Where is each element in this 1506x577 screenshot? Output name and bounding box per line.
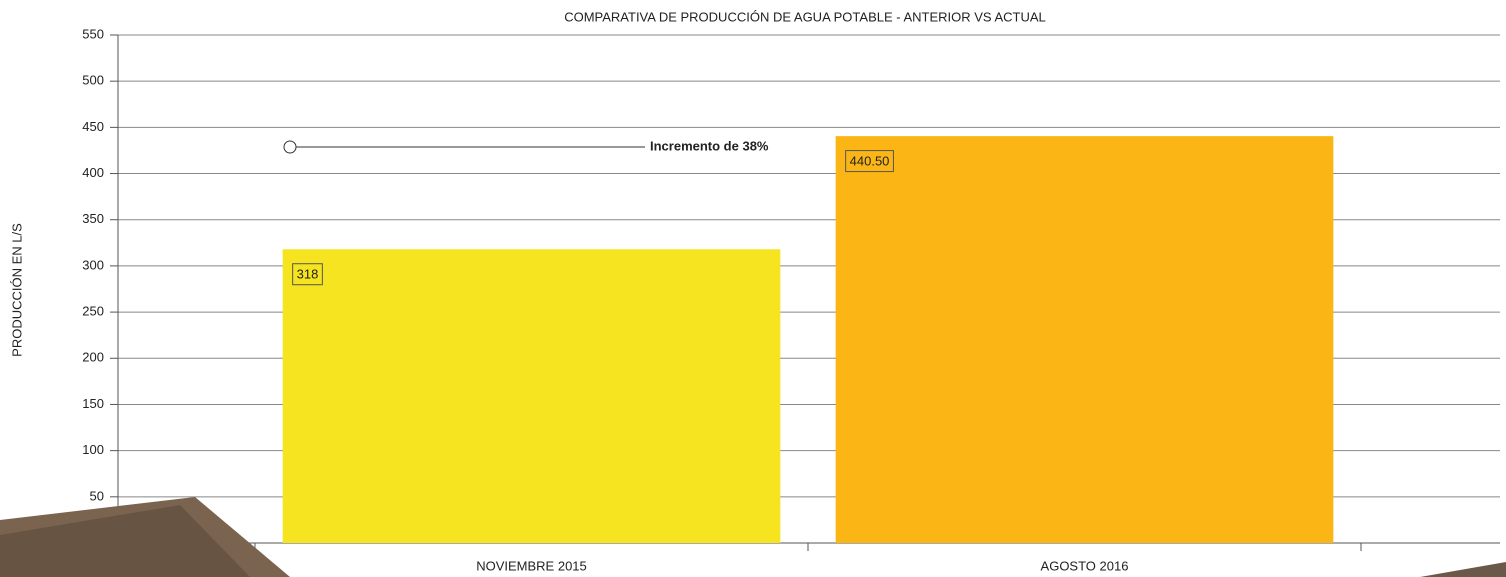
- annotation-marker: [284, 141, 296, 153]
- y-tick-label: 550: [82, 26, 104, 41]
- bar: [836, 136, 1334, 543]
- page: COMPARATIVA DE PRODUCCIÓN DE AGUA POTABL…: [0, 0, 1506, 577]
- y-tick-label: 200: [82, 350, 104, 365]
- value-label: 440.50: [850, 154, 890, 169]
- y-tick-label: 500: [82, 73, 104, 88]
- y-tick-label: 100: [82, 442, 104, 457]
- y-tick-label: 300: [82, 257, 104, 272]
- value-label: 318: [297, 267, 319, 282]
- annotation-text: Incremento de 38%: [650, 138, 769, 153]
- y-tick-label: 250: [82, 304, 104, 319]
- chart: COMPARATIVA DE PRODUCCIÓN DE AGUA POTABL…: [0, 0, 1506, 577]
- y-tick-label: 400: [82, 165, 104, 180]
- x-tick-label: AGOSTO 2016: [1041, 558, 1129, 573]
- y-tick-label: 150: [82, 396, 104, 411]
- y-tick-label: 350: [82, 211, 104, 226]
- bar: [283, 249, 781, 543]
- chart-title: COMPARATIVA DE PRODUCCIÓN DE AGUA POTABL…: [564, 9, 1046, 24]
- x-tick-label: NOVIEMBRE 2015: [476, 558, 587, 573]
- y-tick-label: 50: [90, 488, 104, 503]
- y-axis-label: PRODUCCIÓN EN L/S: [9, 223, 24, 357]
- y-tick-label: 450: [82, 119, 104, 134]
